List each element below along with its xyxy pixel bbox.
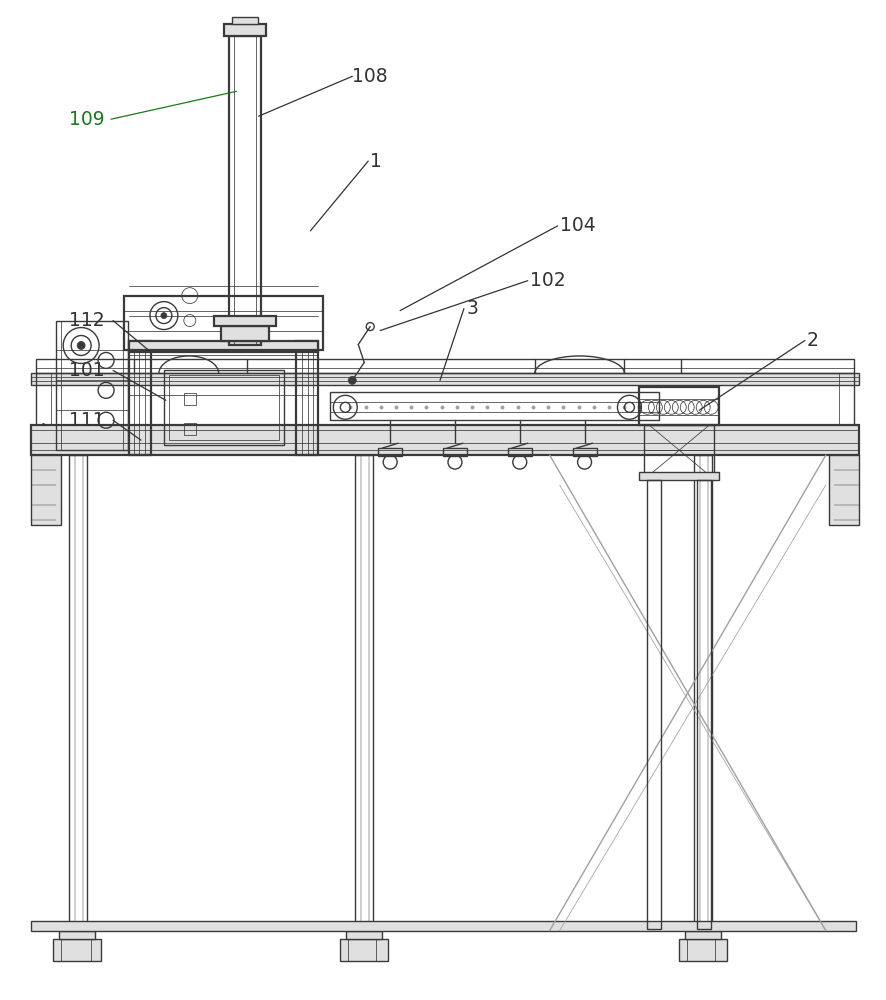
Bar [128,341,318,352]
Bar [377,448,401,456]
Bar [59,931,95,939]
Bar [124,296,323,350]
Bar [340,939,388,961]
Bar [128,341,151,455]
Bar [694,455,711,939]
Bar [679,939,727,961]
Text: 2: 2 [806,331,818,350]
Bar [183,393,196,405]
Bar [75,455,83,934]
Bar [330,392,658,420]
Bar [442,448,466,456]
Bar [214,316,276,326]
Bar [221,326,268,341]
Circle shape [348,376,356,384]
Bar [223,24,265,36]
Bar [639,387,719,425]
Bar [296,341,318,455]
Bar [346,931,382,939]
Bar [699,455,707,934]
Bar [231,17,257,24]
Text: 112: 112 [69,311,105,330]
Bar [69,455,87,939]
Bar [56,321,128,450]
Text: 111: 111 [69,411,105,430]
Bar [696,480,711,929]
Circle shape [160,313,167,319]
Text: 108: 108 [352,67,387,86]
Text: 104: 104 [559,216,595,235]
Text: 109: 109 [69,110,105,129]
Bar [643,425,713,475]
Bar [168,375,278,440]
Bar [685,931,720,939]
Text: 101: 101 [69,361,105,380]
Text: 3: 3 [466,299,478,318]
Bar [31,921,855,931]
Bar [31,455,61,525]
Bar [828,455,858,525]
Bar [31,373,858,385]
Bar [31,425,858,455]
Bar [507,448,531,456]
Bar [164,370,284,445]
Text: 1: 1 [369,152,382,171]
Bar [647,480,661,929]
Bar [639,472,719,480]
Bar [355,455,373,939]
Bar [36,359,852,373]
Bar [183,423,196,435]
Bar [229,36,260,345]
Circle shape [77,341,85,349]
Text: .: . [39,410,46,430]
Bar [361,455,369,934]
Bar [572,448,596,456]
Text: 102: 102 [529,271,564,290]
Bar [53,939,101,961]
